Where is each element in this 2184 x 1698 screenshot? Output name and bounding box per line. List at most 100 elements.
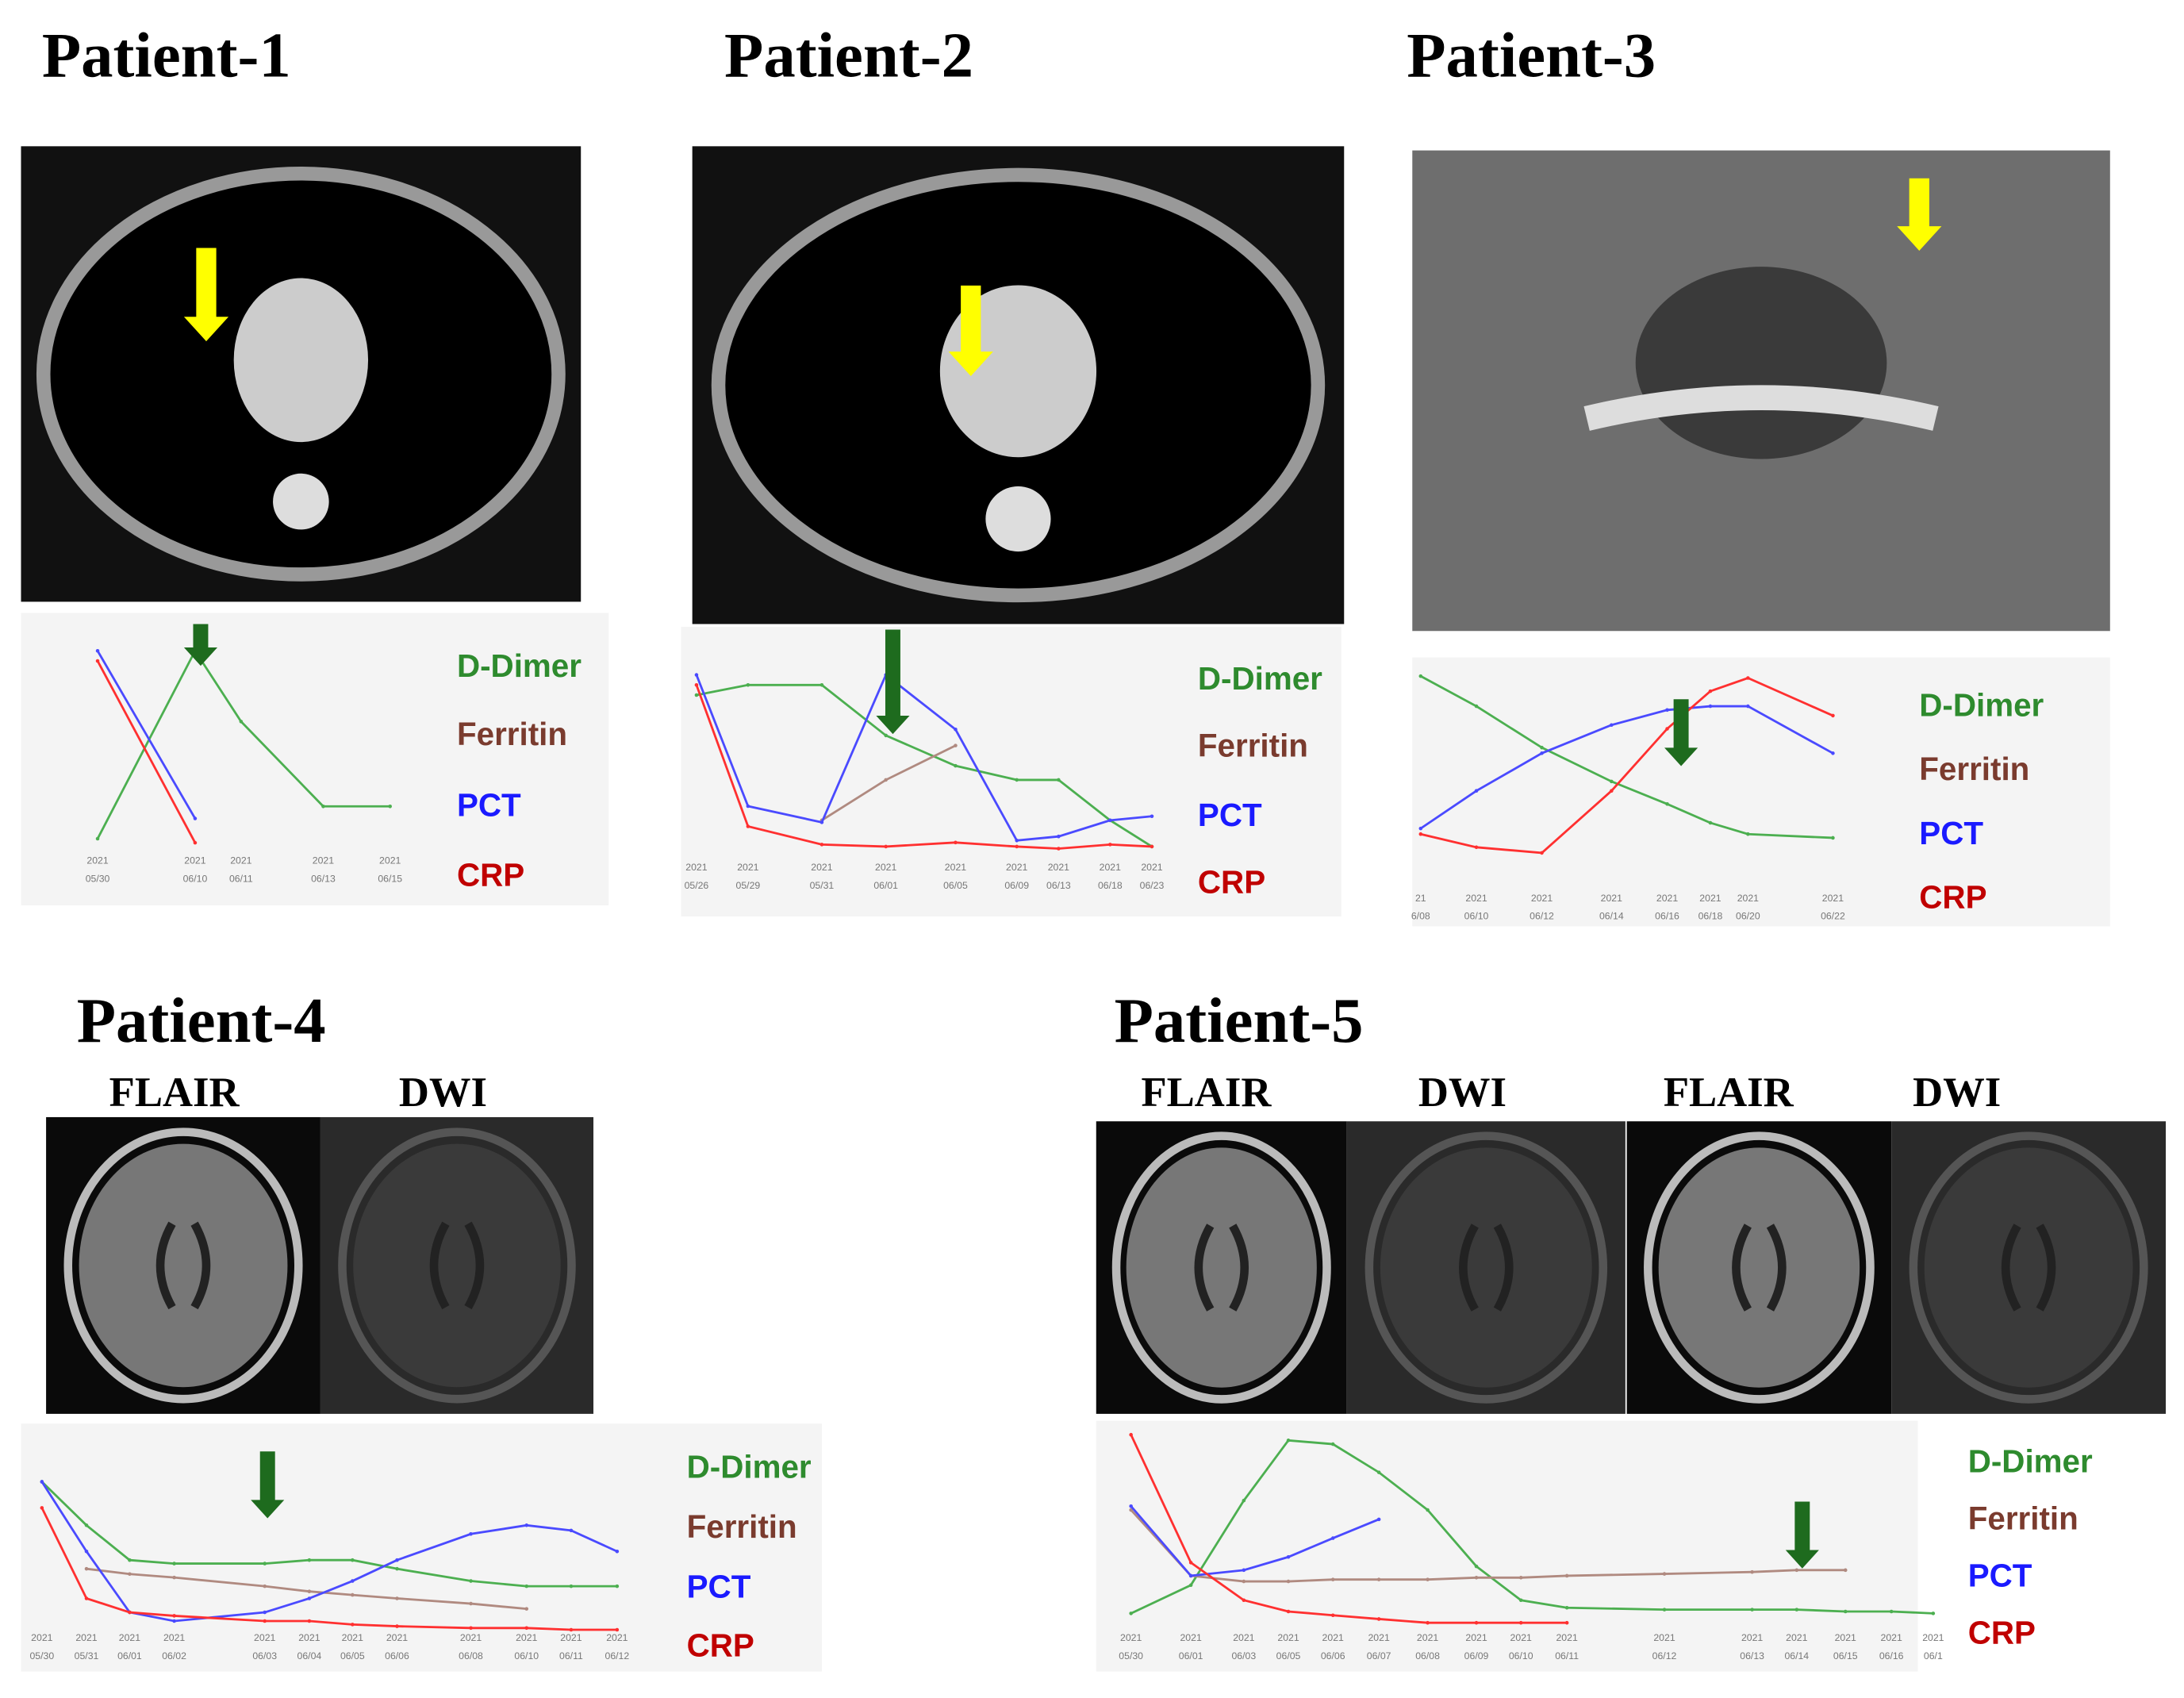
x-tick-year: 2021 <box>1786 1632 1807 1643</box>
data-point <box>1708 689 1713 693</box>
data-point <box>1518 1576 1523 1580</box>
data-point <box>1286 1439 1291 1443</box>
green-arrow <box>251 1451 285 1519</box>
data-point <box>1746 676 1750 680</box>
data-point <box>615 1627 620 1632</box>
ventricle <box>155 1221 211 1310</box>
data-point <box>1540 751 1544 755</box>
legend-entry: CRP <box>1919 879 1986 916</box>
data-point <box>1057 778 1061 782</box>
series-line <box>1420 705 1834 830</box>
data-point <box>1426 1508 1430 1512</box>
data-point <box>1286 1554 1291 1559</box>
x-tick-date: 06/04 <box>297 1650 322 1662</box>
data-point <box>1931 1612 1936 1615</box>
data-point <box>1610 723 1614 728</box>
legend-entry: CRP <box>1968 1615 2036 1651</box>
series-line <box>1130 1434 1568 1624</box>
legend-entry: PCT <box>687 1569 751 1605</box>
image-label: DWI <box>399 1070 487 1116</box>
data-point <box>1418 826 1423 831</box>
green-arrow <box>183 624 218 667</box>
data-point <box>1376 1470 1381 1474</box>
yellow-arrow <box>183 248 229 342</box>
data-point <box>1708 704 1713 709</box>
legend-entry: CRP <box>687 1627 754 1663</box>
green-arrow <box>1664 699 1698 766</box>
panel-title: Patient-2 <box>724 21 973 91</box>
data-point <box>95 648 100 653</box>
x-tick-year: 2021 <box>86 855 108 866</box>
data-point <box>1286 1579 1291 1584</box>
spine <box>273 473 329 530</box>
data-point <box>1610 789 1614 793</box>
x-tick-year: 2021 <box>1737 893 1759 904</box>
data-point <box>172 1575 176 1580</box>
ventricle <box>2001 1224 2056 1312</box>
data-point <box>1843 1568 1848 1573</box>
x-tick-date: 05/30 <box>86 873 110 884</box>
legend-entry: PCT <box>1919 815 1983 851</box>
data-point <box>1474 1576 1479 1580</box>
x-tick-date: 06/11 <box>1555 1650 1579 1662</box>
data-point <box>1746 704 1750 709</box>
x-tick-date: 06/01 <box>1179 1650 1203 1662</box>
x-tick-year: 2021 <box>230 855 251 866</box>
data-point <box>569 1627 574 1632</box>
data-point <box>95 836 100 841</box>
skull <box>1909 1131 2148 1404</box>
chart-area <box>21 1423 822 1672</box>
data-point <box>1376 1617 1381 1621</box>
x-tick-year: 2021 <box>119 1632 140 1643</box>
x-tick-year: 2021 <box>1822 893 1844 904</box>
data-point <box>1564 1573 1569 1578</box>
legend-entry: Ferritin <box>1198 727 1308 763</box>
x-tick-year: 2021 <box>606 1632 628 1643</box>
bone <box>1583 385 1939 431</box>
x-tick-date: 06/10 <box>1509 1650 1533 1662</box>
data-point <box>1376 1577 1381 1581</box>
data-point <box>469 1601 473 1606</box>
x-tick-date: 06/16 <box>1879 1650 1904 1662</box>
data-point <box>1108 818 1112 823</box>
series-line <box>40 1507 617 1631</box>
x-tick-year: 2021 <box>342 1632 363 1643</box>
brain <box>1126 1147 1317 1388</box>
x-tick-date: 06/18 <box>1098 880 1123 891</box>
data-point <box>1474 1620 1479 1625</box>
x-tick-year: 2021 <box>1120 1632 1142 1643</box>
x-tick-year: 2021 <box>313 855 334 866</box>
data-point <box>1426 1577 1430 1581</box>
data-point <box>954 728 958 732</box>
series-line <box>96 660 197 843</box>
data-point <box>1662 1608 1667 1612</box>
x-tick-date: 05/30 <box>1119 1650 1143 1662</box>
data-point <box>694 693 699 697</box>
x-tick-date: 06/05 <box>1276 1650 1301 1662</box>
data-point <box>884 778 888 782</box>
x-tick-date: 06/11 <box>559 1650 583 1662</box>
x-tick-date: 06/08 <box>1415 1650 1440 1662</box>
x-tick-date: 06/08 <box>459 1650 483 1662</box>
data-point <box>884 733 888 738</box>
data-point <box>1129 1612 1133 1615</box>
green-arrow <box>876 629 910 735</box>
legend-entry: D-Dimer <box>687 1449 812 1485</box>
x-tick-year: 2021 <box>31 1632 52 1643</box>
x-tick-date: 06/18 <box>1698 911 1723 922</box>
series-line <box>1420 674 1833 839</box>
x-tick-date: 06/22 <box>1821 911 1845 922</box>
data-point <box>694 683 699 687</box>
legend-entry: CRP <box>1198 863 1265 900</box>
data-point <box>239 720 244 724</box>
x-tick-year: 2021 <box>1531 893 1553 904</box>
data-point <box>388 804 392 809</box>
data-point <box>1188 1583 1193 1588</box>
data-point <box>1330 1536 1335 1540</box>
skull <box>338 1128 576 1404</box>
x-tick-date: 05/31 <box>75 1650 99 1662</box>
data-point <box>351 1558 355 1562</box>
yellow-arrow <box>948 285 993 376</box>
data-point <box>193 840 198 845</box>
x-tick-date: 05/26 <box>685 880 709 891</box>
